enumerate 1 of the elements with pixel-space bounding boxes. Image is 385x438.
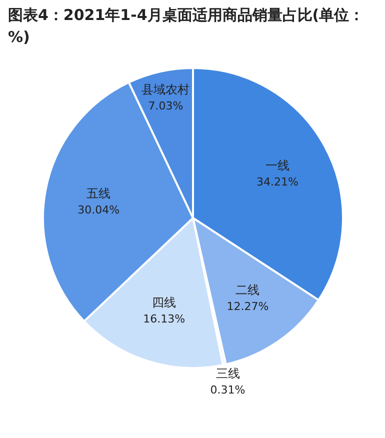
chart-title: 图表4：2021年1-4月桌面适用商品销量占比(单位：%) xyxy=(8,5,366,48)
